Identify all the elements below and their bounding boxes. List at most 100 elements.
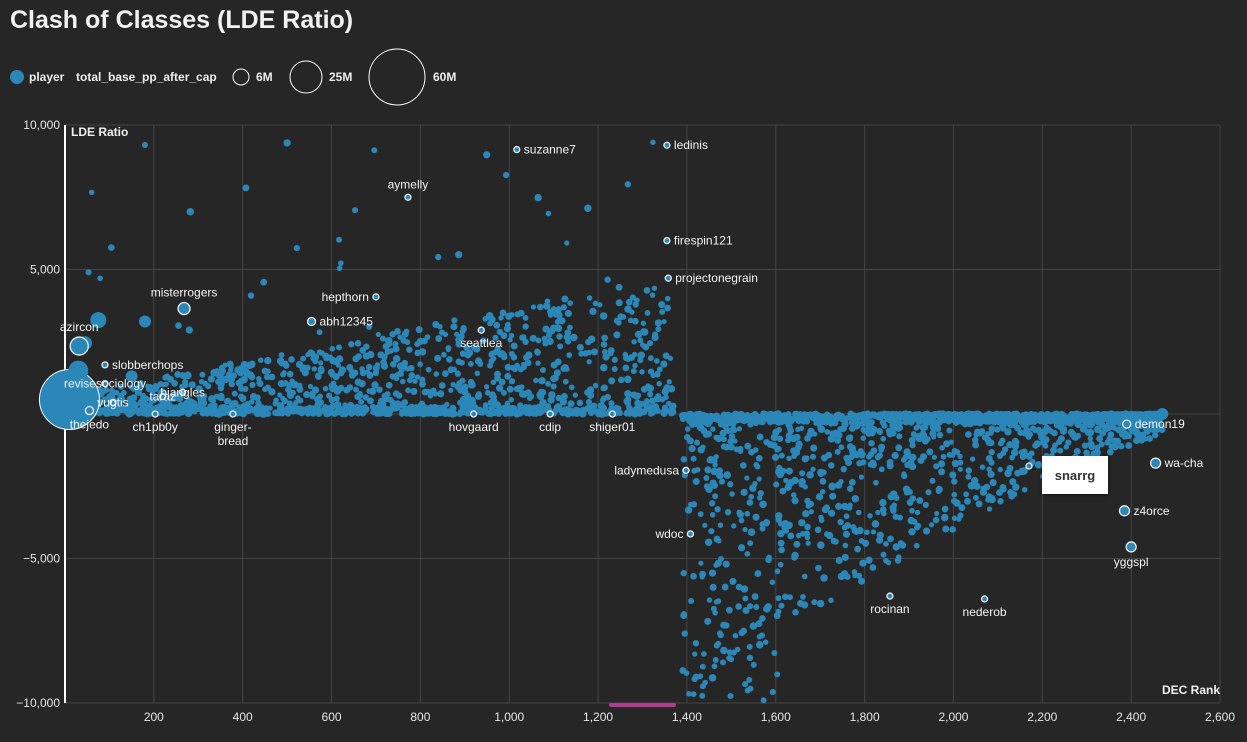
labeled-point-marker[interactable] xyxy=(980,595,989,603)
labeled-point-marker[interactable] xyxy=(470,410,478,418)
data-point xyxy=(297,397,304,404)
data-point xyxy=(117,383,125,390)
labeled-point-marker[interactable] xyxy=(404,193,412,201)
data-point xyxy=(1016,416,1024,423)
data-point xyxy=(167,410,174,417)
data-point xyxy=(589,404,596,411)
labeled-point-marker[interactable] xyxy=(686,530,695,538)
data-point xyxy=(828,597,834,604)
point-label: misterrogers xyxy=(151,286,218,300)
data-point xyxy=(796,599,804,607)
labeled-point-marker[interactable] xyxy=(306,316,317,327)
labeled-point-marker[interactable] xyxy=(886,592,894,600)
data-point xyxy=(696,423,705,432)
labeled-point-marker[interactable] xyxy=(179,388,187,396)
labeled-point-marker[interactable] xyxy=(109,398,117,407)
data-point xyxy=(176,395,184,402)
data-point xyxy=(785,432,792,439)
data-point xyxy=(122,407,129,414)
labeled-point-marker[interactable] xyxy=(159,393,167,401)
data-point xyxy=(384,348,391,355)
labeled-point-marker[interactable] xyxy=(1125,541,1137,553)
data-point xyxy=(1021,486,1028,493)
data-point xyxy=(798,477,806,486)
data-point xyxy=(98,388,107,396)
data-point xyxy=(920,453,928,461)
data-point xyxy=(763,519,771,527)
labeled-point-marker[interactable] xyxy=(664,274,672,282)
data-point xyxy=(442,370,449,377)
labeled-point-marker[interactable] xyxy=(546,410,554,418)
data-point xyxy=(915,423,921,430)
data-point xyxy=(646,384,655,393)
labeled-point-marker[interactable] xyxy=(151,410,159,418)
data-point xyxy=(1081,442,1089,449)
data-point xyxy=(531,404,538,411)
data-point xyxy=(445,346,452,353)
data-point xyxy=(348,410,355,417)
data-point xyxy=(735,603,742,610)
data-point xyxy=(1018,467,1026,476)
data-point xyxy=(97,275,103,282)
data-point xyxy=(772,453,780,461)
data-point xyxy=(152,396,159,403)
data-point xyxy=(637,337,644,344)
labeled-point-marker[interactable] xyxy=(1149,457,1162,469)
data-point xyxy=(336,236,343,243)
labeled-point-marker[interactable] xyxy=(663,236,671,245)
data-point xyxy=(869,461,877,469)
data-point xyxy=(399,378,406,385)
data-point xyxy=(618,376,625,384)
labeled-point-marker[interactable] xyxy=(229,410,237,418)
labeled-point-marker[interactable] xyxy=(101,361,109,369)
labeled-point-marker[interactable] xyxy=(101,380,109,388)
data-point xyxy=(800,593,806,600)
data-point xyxy=(1111,443,1119,451)
data-point xyxy=(613,317,620,324)
data-point xyxy=(780,416,788,423)
data-point xyxy=(685,426,691,432)
data-point xyxy=(385,381,393,389)
labeled-point-marker[interactable] xyxy=(1025,462,1033,470)
labeled-point-marker[interactable] xyxy=(682,466,690,475)
data-point xyxy=(697,673,704,680)
data-point xyxy=(477,360,484,367)
data-point xyxy=(555,394,563,402)
data-point xyxy=(666,400,672,407)
data-point xyxy=(546,337,554,346)
data-point xyxy=(311,386,320,394)
labeled-point-marker[interactable] xyxy=(608,410,616,418)
data-point xyxy=(467,360,474,367)
labeled-point-marker[interactable] xyxy=(1122,419,1132,429)
data-point xyxy=(996,418,1003,426)
labeled-point-marker[interactable] xyxy=(477,326,485,334)
x-axis-scrubber[interactable] xyxy=(609,703,676,707)
data-point xyxy=(661,404,668,411)
data-point xyxy=(699,692,706,699)
data-point xyxy=(787,594,794,601)
data-point xyxy=(201,405,208,412)
labeled-point-marker[interactable] xyxy=(513,145,521,154)
data-point xyxy=(965,431,972,438)
labeled-point-marker[interactable] xyxy=(663,141,671,149)
data-point xyxy=(890,507,897,514)
data-point xyxy=(709,512,716,518)
data-point xyxy=(611,365,618,373)
data-point xyxy=(950,411,958,418)
labeled-point-marker[interactable] xyxy=(1118,505,1131,517)
labeled-point-marker[interactable] xyxy=(84,405,95,416)
data-point xyxy=(940,513,949,522)
data-point xyxy=(602,353,610,361)
labeled-point-marker[interactable] xyxy=(69,336,89,356)
data-point xyxy=(482,404,489,411)
labeled-point-marker[interactable] xyxy=(372,293,380,301)
data-point xyxy=(315,372,322,380)
labeled-point-marker[interactable] xyxy=(177,301,191,316)
data-point xyxy=(414,374,421,380)
data-point xyxy=(548,309,554,315)
data-point xyxy=(701,651,707,657)
x-tick-label: 600 xyxy=(322,710,342,724)
data-point xyxy=(725,415,733,422)
data-point xyxy=(353,386,360,393)
